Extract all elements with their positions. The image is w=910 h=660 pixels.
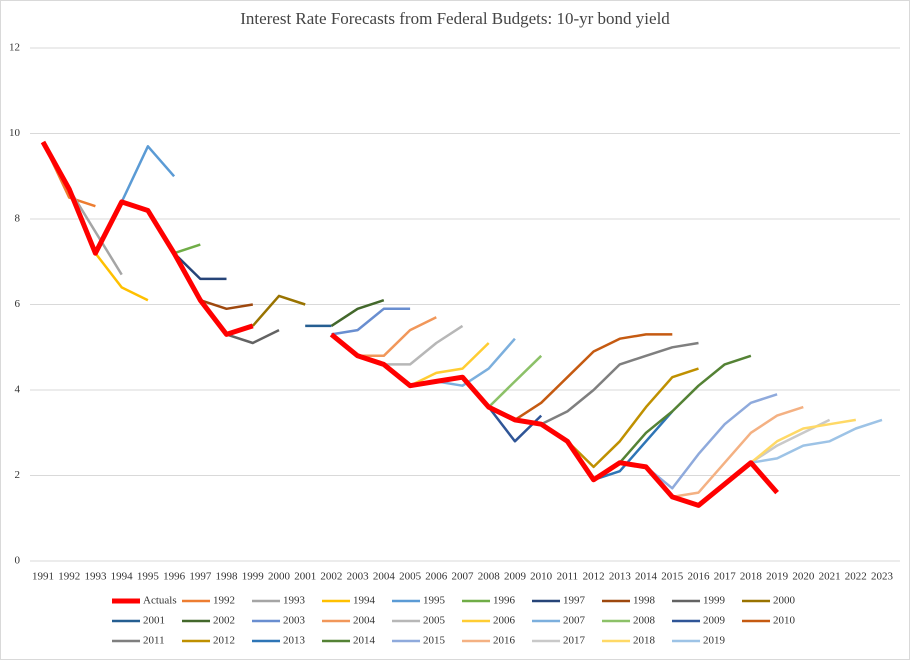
series-line (173, 252, 227, 281)
legend-label: 2010 (773, 615, 796, 627)
x-tick-label: 2001 (294, 571, 316, 583)
legend-label: 2018 (633, 635, 656, 647)
series-line (750, 418, 883, 464)
y-tick-label: 4 (15, 384, 21, 396)
x-tick-label: 1991 (32, 571, 54, 583)
legend-label: 1995 (423, 595, 446, 607)
legend-label: 2001 (143, 615, 165, 627)
x-tick-label: 2019 (766, 571, 789, 583)
series-line (618, 354, 752, 464)
legend-label: 1998 (633, 595, 656, 607)
series-line (540, 341, 699, 426)
y-tick-label: 0 (15, 555, 21, 567)
series-line (514, 333, 673, 421)
x-tick-label: 2014 (635, 571, 658, 583)
series-line (331, 307, 411, 336)
series-line (173, 243, 201, 255)
chart-title: Interest Rate Forecasts from Federal Bud… (240, 9, 670, 28)
x-tick-label: 2007 (452, 571, 475, 583)
legend-label: 2014 (353, 635, 376, 647)
x-tick-label: 1993 (84, 571, 107, 583)
series-line (40, 140, 779, 508)
x-tick-label: 2013 (609, 571, 632, 583)
series-line (357, 316, 437, 358)
legend-label: 2003 (283, 615, 306, 627)
x-tick-label: 2008 (478, 571, 501, 583)
series-line (645, 393, 778, 490)
legend-label: 2015 (423, 635, 446, 647)
x-tick-label: 2022 (845, 571, 867, 583)
series-line (409, 342, 490, 387)
x-tick-label: 1999 (242, 571, 265, 583)
legend-label: 2002 (213, 615, 235, 627)
x-tick-label: 2020 (792, 571, 815, 583)
legend-label: 1999 (703, 595, 726, 607)
y-tick-label: 6 (15, 298, 21, 310)
x-tick-label: 2021 (819, 571, 841, 583)
series-line (68, 188, 123, 276)
legend-label: 2005 (423, 615, 446, 627)
series-line (226, 328, 280, 345)
series-line (383, 324, 464, 366)
x-tick-label: 2017 (714, 571, 737, 583)
legend-label: 2013 (283, 635, 306, 647)
series-line (566, 367, 699, 469)
x-tick-label: 1997 (189, 571, 212, 583)
legend-label: 2009 (703, 615, 726, 627)
x-tick-label: 2000 (268, 571, 291, 583)
legend-label: 2017 (563, 635, 586, 647)
legend-label: 1992 (213, 595, 235, 607)
x-tick-label: 2012 (583, 571, 605, 583)
legend-label: 2012 (213, 635, 235, 647)
x-tick-label: 2015 (661, 571, 684, 583)
x-tick-label: 2004 (373, 571, 396, 583)
x-tick-label: 2009 (504, 571, 527, 583)
x-tick-label: 2005 (399, 571, 422, 583)
x-tick-label: 2018 (740, 571, 763, 583)
y-tick-label: 12 (9, 42, 20, 54)
x-tick-label: 1992 (58, 571, 80, 583)
legend-label: 2008 (633, 615, 656, 627)
series-line (487, 354, 543, 408)
legend-label: 2004 (353, 615, 376, 627)
x-tick-label: 2003 (347, 571, 370, 583)
series-line (251, 294, 306, 327)
legend-label: 2016 (493, 635, 516, 647)
x-tick-label: 2006 (425, 571, 448, 583)
legend-label: 2019 (703, 635, 726, 647)
x-tick-label: 2002 (320, 571, 342, 583)
series-line (330, 299, 385, 327)
x-tick-label: 2010 (530, 571, 553, 583)
y-tick-label: 2 (15, 469, 21, 481)
x-tick-label: 1995 (137, 571, 160, 583)
y-tick-label: 8 (15, 213, 21, 225)
series-line (199, 299, 254, 311)
legend-label: 2000 (773, 595, 796, 607)
legend-label: 2006 (493, 615, 516, 627)
series-line (94, 252, 149, 302)
legend-label: 2011 (143, 635, 165, 647)
legend-label: 1996 (493, 595, 516, 607)
x-tick-label: 1998 (216, 571, 239, 583)
y-tick-label: 10 (9, 127, 21, 139)
legend-label: 1993 (283, 595, 306, 607)
legend-label: 1997 (563, 595, 586, 607)
series-line (672, 405, 804, 499)
series-line (593, 410, 674, 481)
x-tick-label: 2011 (557, 571, 579, 583)
x-tick-label: 1996 (163, 571, 186, 583)
legend-label: 2007 (563, 615, 586, 627)
x-tick-label: 2016 (687, 571, 710, 583)
x-tick-label: 1994 (111, 571, 134, 583)
legend-label: Actuals (143, 595, 177, 607)
series-line (436, 337, 516, 387)
x-tick-label: 2023 (871, 571, 894, 583)
legend-label: 1994 (353, 595, 376, 607)
